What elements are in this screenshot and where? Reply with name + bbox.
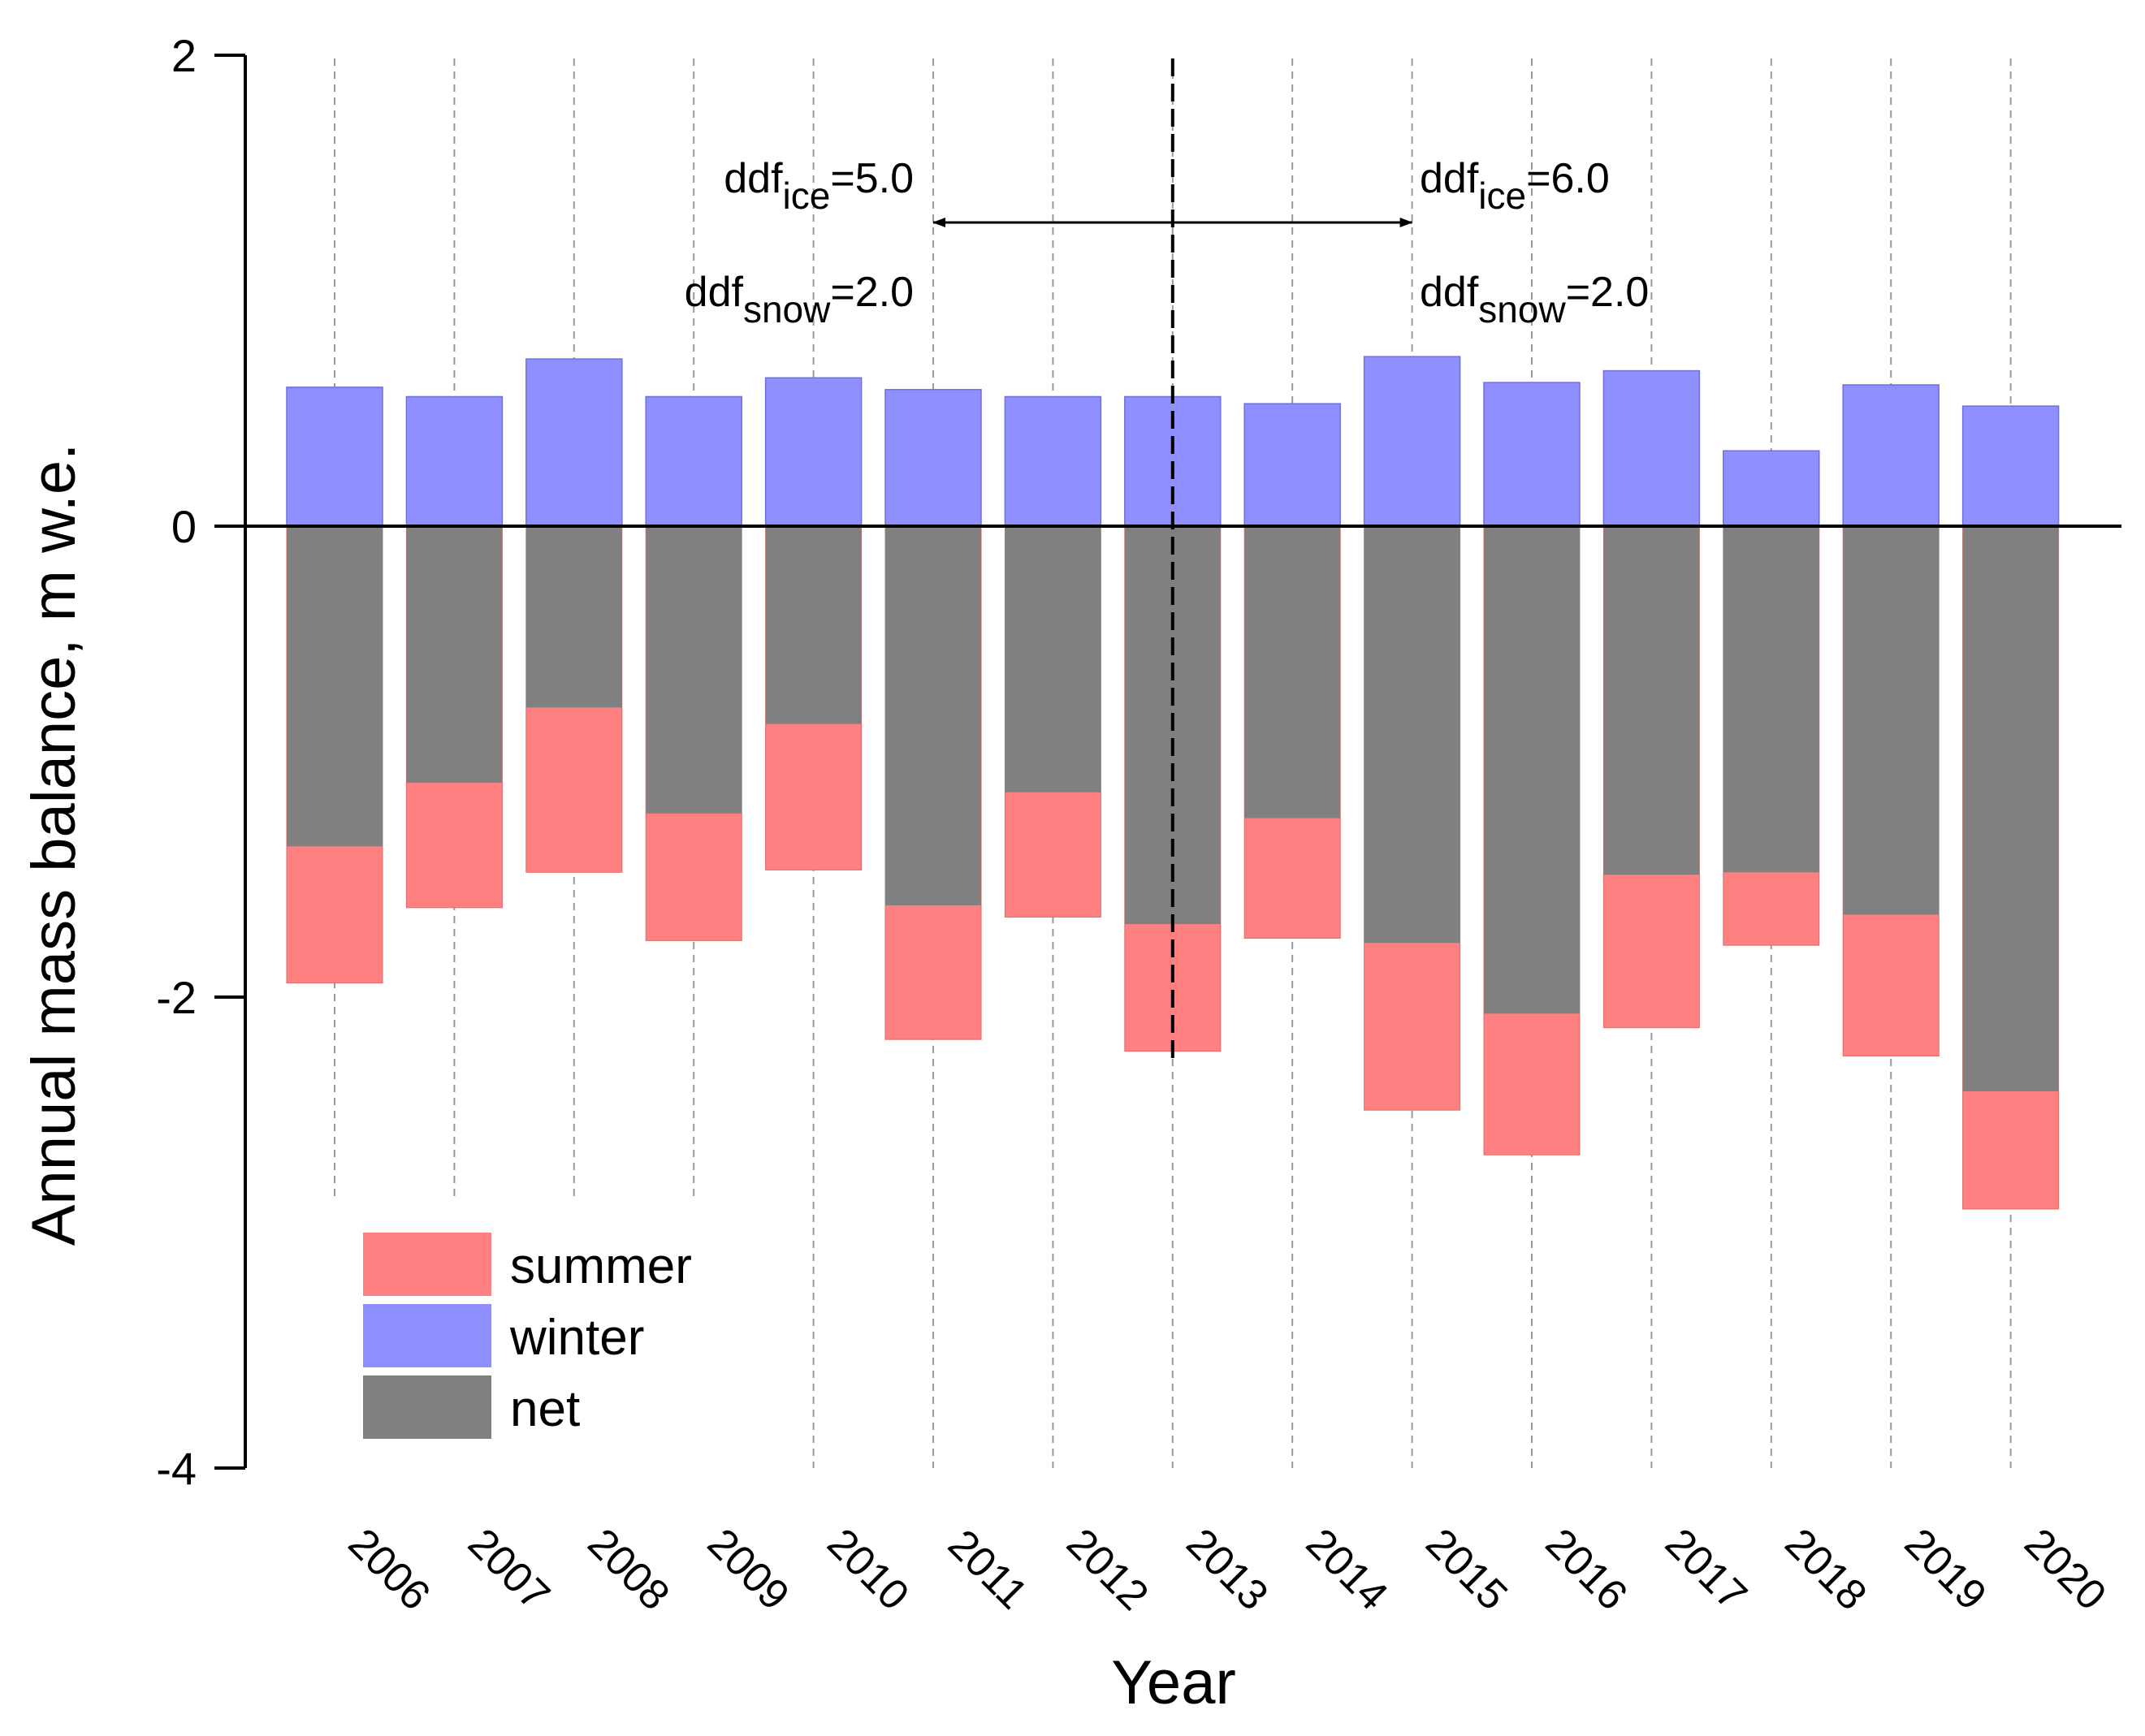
bar-winter-2015 bbox=[1363, 356, 1461, 527]
x-tick-label-2017: 2017 bbox=[1656, 1520, 1756, 1620]
x-tick-label-2010: 2010 bbox=[818, 1520, 918, 1620]
x-tick-label-2020: 2020 bbox=[2015, 1520, 2115, 1620]
right-snow-val: =2.0 bbox=[1566, 269, 1650, 316]
x-tick-label-2016: 2016 bbox=[1537, 1520, 1637, 1620]
bar-winter-2009 bbox=[645, 395, 742, 527]
bar-winter-2016 bbox=[1483, 382, 1581, 527]
right-ice-val: =6.0 bbox=[1526, 155, 1610, 202]
legend-swatch-summer bbox=[363, 1233, 491, 1296]
left-snow-sub: snow bbox=[743, 288, 831, 330]
bar-winter-2007 bbox=[405, 395, 504, 527]
bar-winter-2011 bbox=[884, 389, 982, 527]
x-tick-label-2014: 2014 bbox=[1297, 1520, 1397, 1620]
right-ice-sub: ice bbox=[1478, 175, 1526, 217]
legend-label-net: net bbox=[510, 1381, 580, 1437]
left-snow-annotation: ddfsnow=2.0 bbox=[685, 269, 914, 330]
bar-net-2016 bbox=[1484, 526, 1580, 1014]
bar-net-2006 bbox=[287, 526, 383, 847]
x-tick-label-2013: 2013 bbox=[1177, 1520, 1277, 1620]
bar-winter-2017 bbox=[1602, 369, 1701, 527]
legend-swatch-winter bbox=[363, 1304, 491, 1367]
x-tick-label-2012: 2012 bbox=[1057, 1520, 1157, 1620]
bar-net-2014 bbox=[1244, 526, 1341, 818]
legend-label-summer: summer bbox=[510, 1238, 692, 1294]
left-ice-sub: ice bbox=[783, 175, 831, 217]
legend-swatch-net bbox=[363, 1375, 491, 1439]
bar-net-2007 bbox=[406, 526, 503, 784]
bar-net-2018 bbox=[1723, 526, 1819, 873]
y-tick-label-3: -4 bbox=[156, 1443, 197, 1494]
right-snow-annotation: ddfsnow=2.0 bbox=[1420, 269, 1649, 330]
bar-winter-2019 bbox=[1842, 384, 1940, 527]
x-tick-label-2008: 2008 bbox=[578, 1520, 678, 1620]
right-ice-annotation: ddfice=6.0 bbox=[1420, 155, 1610, 217]
overlay-layer bbox=[932, 58, 1413, 1065]
left-snow-main: ddf bbox=[685, 269, 744, 316]
bar-net-2015 bbox=[1364, 526, 1460, 944]
bar-net-2020 bbox=[1962, 526, 2059, 1091]
bar-winter-2018 bbox=[1723, 450, 1820, 527]
x-tick-label-2019: 2019 bbox=[1896, 1520, 1996, 1620]
bar-net-2008 bbox=[525, 526, 622, 708]
bar-net-2019 bbox=[1843, 526, 1940, 915]
right-snow-sub: snow bbox=[1478, 288, 1566, 330]
y-tick-label-1: 0 bbox=[171, 501, 197, 552]
x-tick-label-2007: 2007 bbox=[459, 1520, 559, 1620]
x-tick-label-2011: 2011 bbox=[939, 1521, 1036, 1618]
x-tick-label-2009: 2009 bbox=[698, 1520, 798, 1620]
x-tick-label-2006: 2006 bbox=[339, 1520, 439, 1620]
bar-winter-2008 bbox=[525, 358, 623, 527]
bar-net-2011 bbox=[885, 526, 981, 905]
bar-winter-2014 bbox=[1243, 403, 1341, 527]
y-tick-label-0: 2 bbox=[171, 30, 197, 81]
x-tick-label-2018: 2018 bbox=[1775, 1520, 1875, 1620]
y-tick-label-2: -2 bbox=[156, 972, 197, 1023]
x-tick-label-2015: 2015 bbox=[1416, 1520, 1516, 1620]
right-ice-main: ddf bbox=[1420, 155, 1479, 202]
legend-label-winter: winter bbox=[509, 1310, 644, 1366]
left-ice-annotation: ddfice=5.0 bbox=[724, 155, 914, 217]
y-axis-title: Annual mass balance, m w.e. bbox=[19, 443, 89, 1246]
left-ice-main: ddf bbox=[724, 155, 783, 202]
bar-net-2017 bbox=[1603, 526, 1700, 875]
right-snow-main: ddf bbox=[1420, 269, 1479, 316]
left-snow-val: =2.0 bbox=[830, 269, 914, 316]
bars-layer bbox=[286, 356, 2060, 1210]
left-ice-val: =5.0 bbox=[830, 155, 914, 202]
bar-net-2012 bbox=[1005, 526, 1101, 792]
bar-net-2009 bbox=[646, 526, 742, 814]
bar-winter-2020 bbox=[1961, 405, 2060, 527]
bar-winter-2006 bbox=[286, 386, 383, 527]
bar-winter-2012 bbox=[1004, 395, 1102, 527]
bar-net-2010 bbox=[765, 526, 862, 724]
legend: summer winter net bbox=[363, 1233, 692, 1439]
x-axis-title: Year bbox=[1111, 1648, 1236, 1717]
bar-winter-2010 bbox=[764, 377, 863, 527]
